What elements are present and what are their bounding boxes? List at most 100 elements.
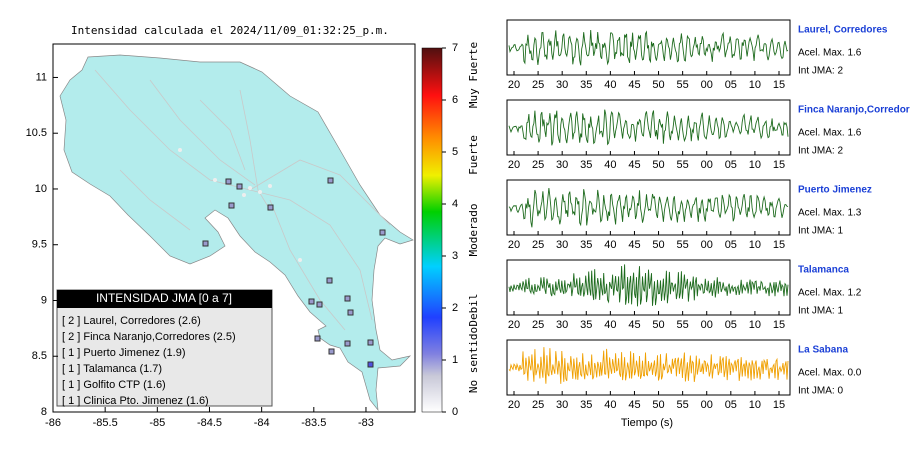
x-axis-label: Tiempo (s) xyxy=(621,417,673,429)
y-tick-label: 10.5 xyxy=(26,127,47,139)
x-tick-label: -85 xyxy=(149,417,165,429)
legend-entry: [ 2 ] Laurel, Corredores (2.6) xyxy=(62,315,201,327)
time-tick-label: 45 xyxy=(628,79,640,91)
legend-title: INTENSIDAD JMA [0 a 7] xyxy=(96,291,232,305)
time-tick-label: 10 xyxy=(749,399,761,411)
time-tick-label: 25 xyxy=(532,319,544,331)
y-tick-label: 10 xyxy=(35,183,47,195)
time-tick-label: 15 xyxy=(773,399,785,411)
time-tick-label: 15 xyxy=(773,319,785,331)
time-tick-label: 15 xyxy=(773,159,785,171)
time-tick-label: 35 xyxy=(580,159,592,171)
colorbar-tick-label: 2 xyxy=(452,302,458,314)
time-tick-label: 35 xyxy=(580,399,592,411)
y-tick-label: 9 xyxy=(41,294,47,306)
colorbar xyxy=(421,47,443,413)
time-tick-label: 25 xyxy=(532,399,544,411)
x-tick-label: -86 xyxy=(45,417,61,429)
waveform xyxy=(508,264,789,307)
station-int: Int JMA: 1 xyxy=(798,226,843,237)
time-tick-label: 55 xyxy=(677,79,689,91)
time-tick-label: 05 xyxy=(725,239,737,251)
time-tick-label: 15 xyxy=(773,79,785,91)
time-tick-label: 25 xyxy=(532,239,544,251)
y-tick-label: 11 xyxy=(36,71,47,83)
time-tick-label: 55 xyxy=(677,239,689,251)
time-tick-label: 00 xyxy=(701,399,713,411)
colorbar-tick-label: 7 xyxy=(452,42,458,54)
time-tick-label: 35 xyxy=(580,319,592,331)
time-tick-label: 50 xyxy=(652,159,664,171)
legend-entry: [ 1 ] Clinica Pto. Jimenez (1.6) xyxy=(62,395,209,407)
time-tick-label: 40 xyxy=(604,399,616,411)
station-markers xyxy=(202,177,386,368)
time-tick-label: 30 xyxy=(556,399,568,411)
station-acel: Acel. Max. 1.6 xyxy=(798,128,862,139)
station-acel: Acel. Max. 0.0 xyxy=(798,368,862,379)
legend-entry: [ 2 ] Finca Naranjo,Corredores (2.5) xyxy=(62,331,236,343)
time-tick-label: 45 xyxy=(628,239,640,251)
time-tick-label: 40 xyxy=(604,159,616,171)
legend-box xyxy=(56,289,273,407)
time-tick-label: 40 xyxy=(604,319,616,331)
x-tick-label: -83 xyxy=(358,417,374,429)
station-int: Int JMA: 0 xyxy=(798,386,843,397)
time-tick-label: 50 xyxy=(652,399,664,411)
colorbar-tick-label: 6 xyxy=(452,94,458,106)
time-tick-label: 45 xyxy=(628,319,640,331)
station-name: Puerto Jimenez xyxy=(798,185,872,196)
x-tick-label: -83.5 xyxy=(301,417,326,429)
time-tick-label: 05 xyxy=(725,159,737,171)
time-tick-label: 20 xyxy=(508,159,520,171)
time-tick-label: 10 xyxy=(749,319,761,331)
colorbar-tick-label: 1 xyxy=(452,354,458,366)
station-name: La Sabana xyxy=(798,345,848,356)
x-tick-label: -84 xyxy=(254,417,270,429)
time-tick-label: 20 xyxy=(508,79,520,91)
colorbar-category: Moderado xyxy=(467,204,480,257)
time-tick-label: 00 xyxy=(701,319,713,331)
y-tick-label: 9.5 xyxy=(32,239,47,251)
colorbar-tick-label: 0 xyxy=(452,406,458,418)
station-name: Finca Naranjo,Corredores xyxy=(798,105,910,116)
time-tick-label: 25 xyxy=(532,159,544,171)
colorbar-category: Debil xyxy=(467,293,480,326)
x-tick-label: -85.5 xyxy=(93,417,118,429)
map-frame xyxy=(52,43,416,413)
waveform-frame xyxy=(506,179,791,236)
station-int: Int JMA: 2 xyxy=(798,146,843,157)
time-tick-label: 35 xyxy=(580,79,592,91)
time-tick-label: 50 xyxy=(652,319,664,331)
waveform xyxy=(508,109,789,146)
time-tick-label: 50 xyxy=(652,239,664,251)
x-tick-label: -84.5 xyxy=(197,417,222,429)
city-dots xyxy=(178,148,302,262)
time-tick-label: 35 xyxy=(580,239,592,251)
time-tick-label: 40 xyxy=(604,79,616,91)
colorbar-category: Muy Fuerte xyxy=(467,42,480,108)
waveform xyxy=(508,347,789,384)
colorbar-category: Fuerte xyxy=(467,135,480,175)
time-tick-label: 45 xyxy=(628,159,640,171)
time-tick-label: 10 xyxy=(749,79,761,91)
legend-entry: [ 1 ] Talamanca (1.7) xyxy=(62,363,162,375)
legend-entry: [ 1 ] Golfito CTP (1.6) xyxy=(62,379,166,391)
time-tick-label: 30 xyxy=(556,319,568,331)
time-tick-label: 55 xyxy=(677,159,689,171)
station-acel: Acel. Max. 1.3 xyxy=(798,208,862,219)
time-tick-label: 30 xyxy=(556,159,568,171)
colorbar-tick-label: 5 xyxy=(452,146,458,158)
time-tick-label: 15 xyxy=(773,239,785,251)
waveform xyxy=(508,29,789,66)
time-tick-label: 55 xyxy=(677,319,689,331)
station-acel: Acel. Max. 1.6 xyxy=(798,48,862,59)
time-tick-label: 50 xyxy=(652,79,664,91)
legend-header xyxy=(57,290,272,308)
time-tick-label: 05 xyxy=(725,79,737,91)
time-tick-label: 20 xyxy=(508,319,520,331)
station-acel: Acel. Max. 1.2 xyxy=(798,288,862,299)
time-tick-label: 20 xyxy=(508,399,520,411)
time-tick-label: 00 xyxy=(701,239,713,251)
station-name: Talamanca xyxy=(798,265,849,276)
